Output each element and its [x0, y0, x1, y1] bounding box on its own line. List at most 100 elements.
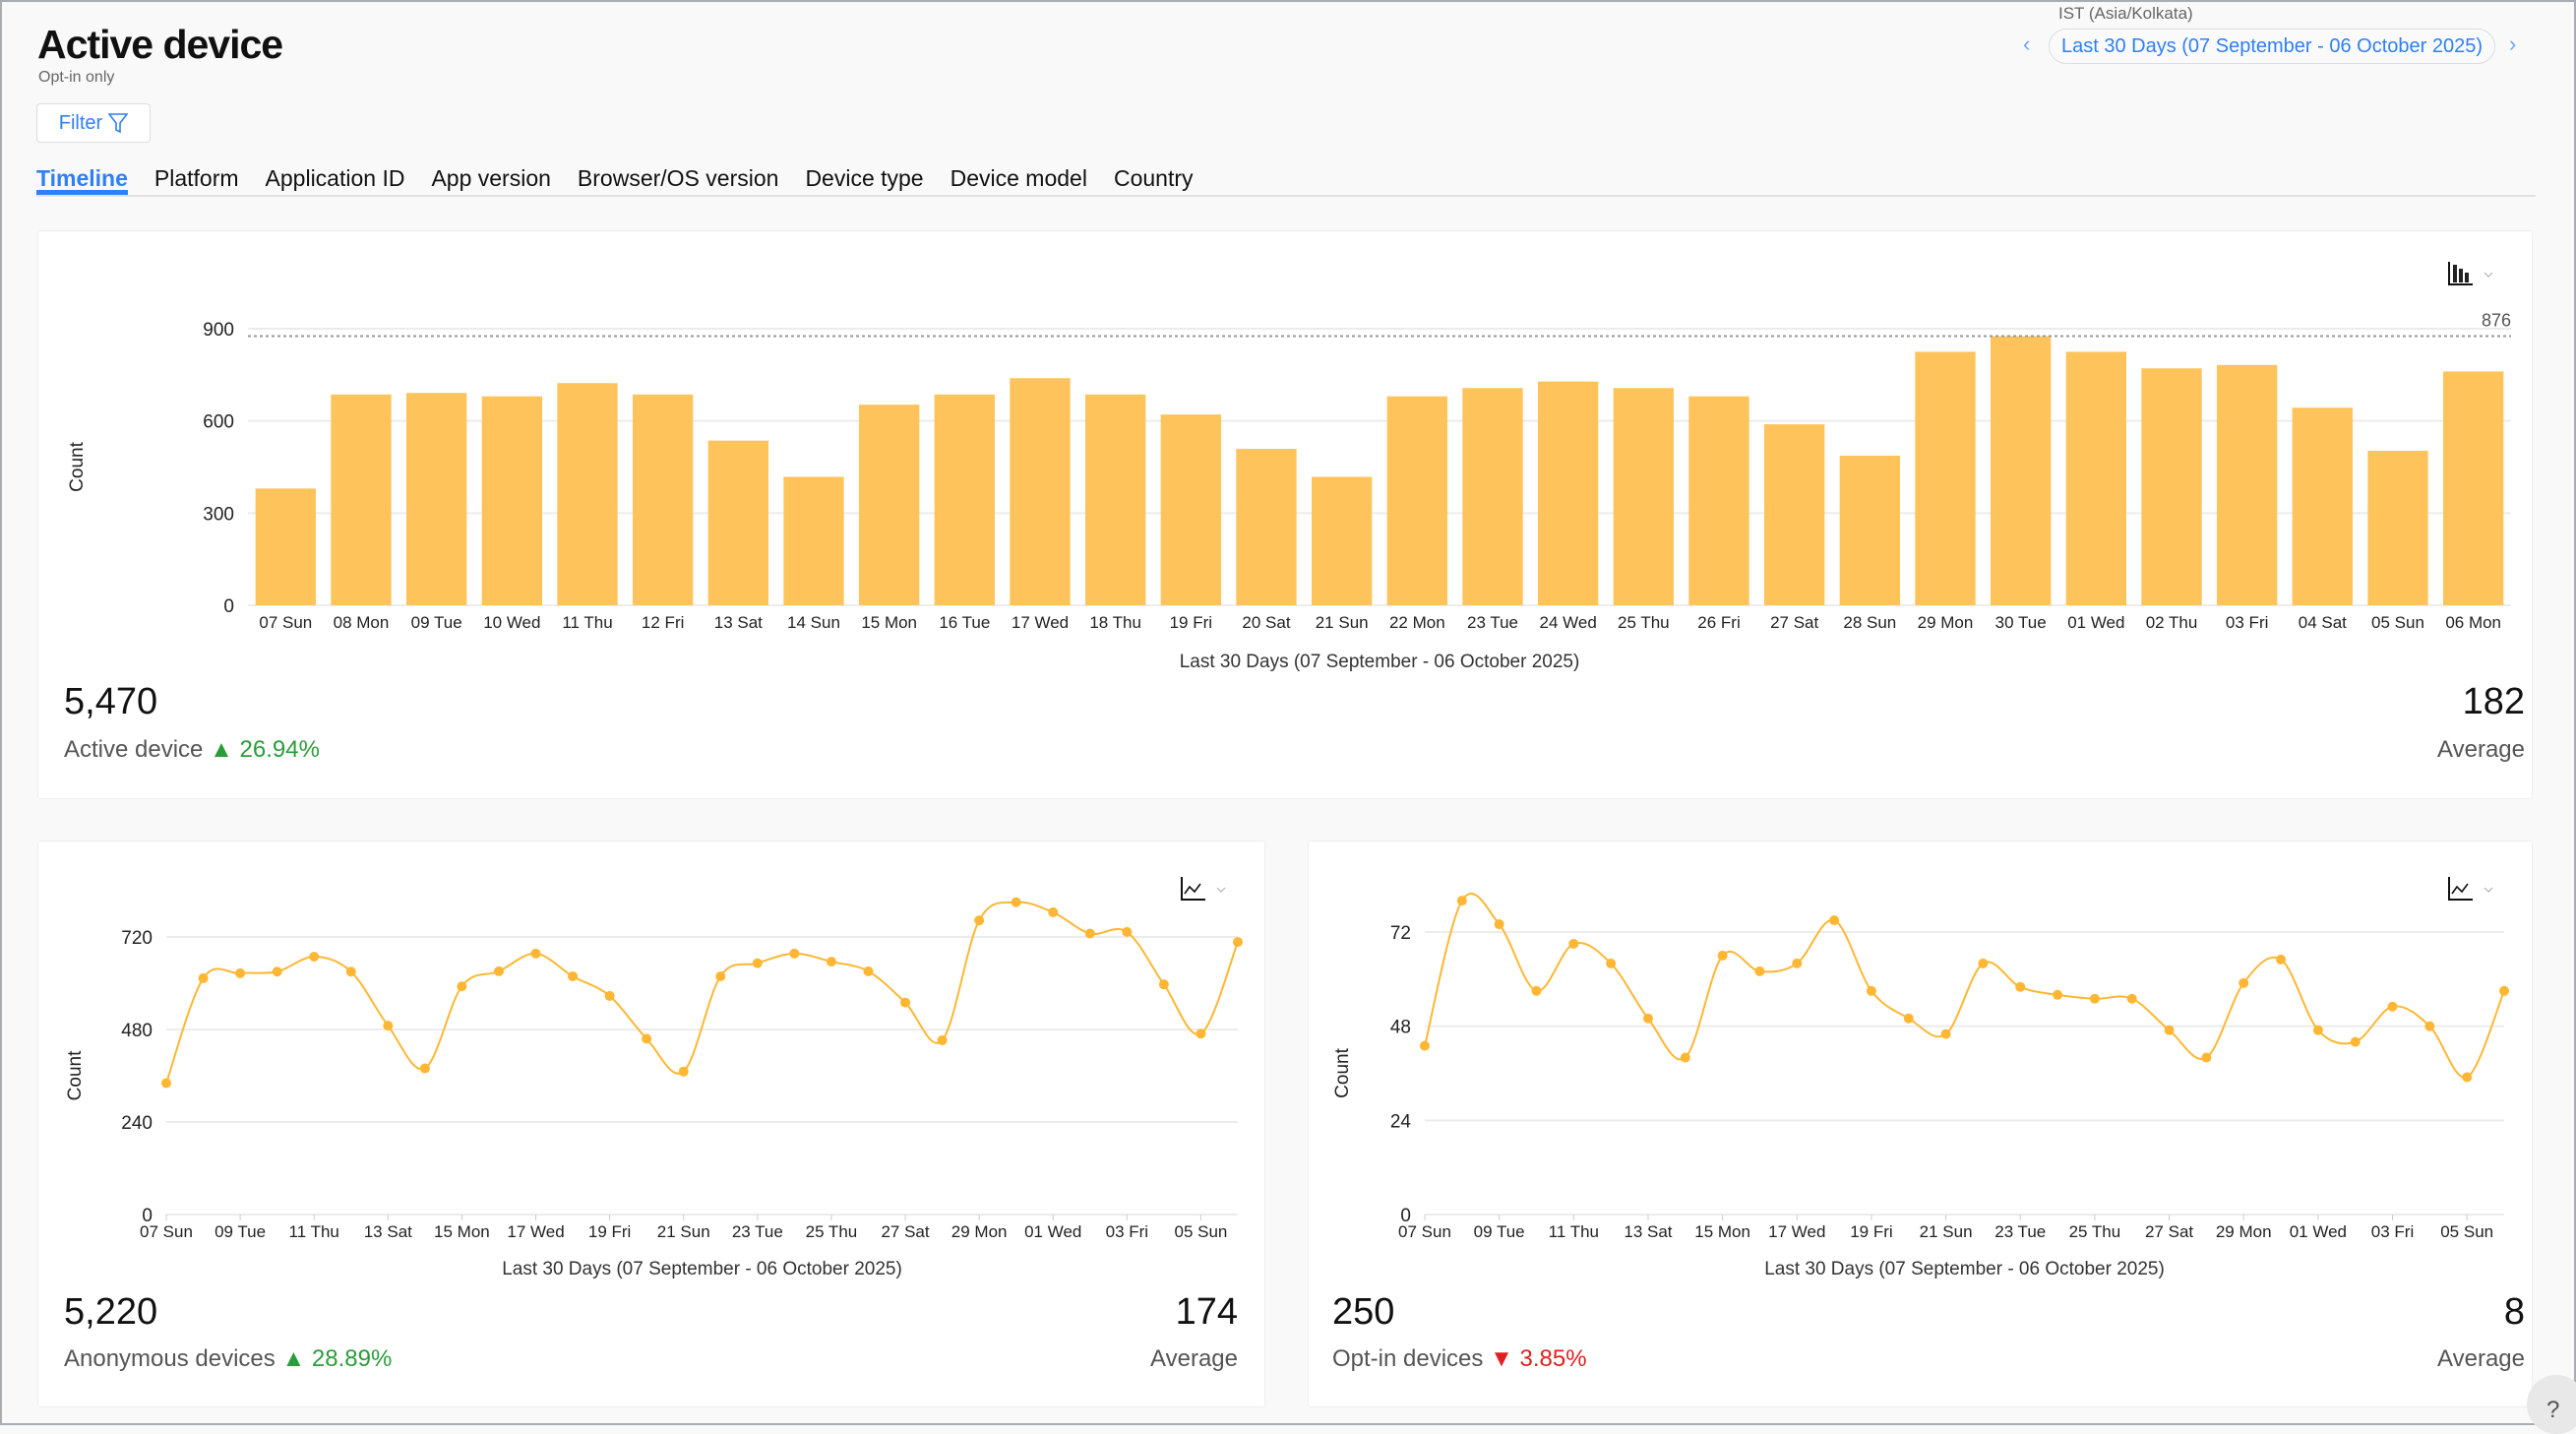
optin-change: 3.85% [1519, 1345, 1587, 1372]
bar [1613, 388, 1674, 605]
line-chart-icon[interactable] [2447, 876, 2496, 906]
data-point [2276, 954, 2287, 965]
x-tick-label: 28 Sun [1843, 613, 1896, 632]
anonymous-total: 5,220 [64, 1291, 158, 1333]
data-point [1680, 1052, 1690, 1063]
x-tick-label: 22 Mon [1389, 613, 1445, 632]
data-point [2312, 1025, 2323, 1035]
bar-chart-icon[interactable] [2447, 261, 2496, 291]
x-tick-label: 19 Fri [588, 1222, 631, 1241]
data-point [2424, 1021, 2435, 1031]
data-point [1048, 906, 1059, 917]
data-point [235, 967, 246, 978]
chevron-right-icon[interactable]: › [2509, 31, 2517, 56]
tab-bar: Timeline Platform Application ID App ver… [36, 165, 2536, 197]
data-point [1606, 958, 1617, 968]
data-point [1568, 938, 1579, 949]
data-point [1792, 958, 1803, 968]
x-tick-label: 14 Sun [787, 613, 840, 632]
anonymous-label: Anonymous devices [64, 1345, 276, 1372]
x-tick-label: 11 Thu [289, 1222, 339, 1241]
x-tick-label: 19 Fri [1850, 1222, 1892, 1241]
line-chart-icon[interactable] [1180, 876, 1229, 906]
tab-platform[interactable]: Platform [153, 165, 239, 191]
help-button[interactable]: ? [2527, 1375, 2576, 1434]
trend-up-icon: ▲ [210, 736, 233, 763]
active-device-label: Active device [64, 736, 204, 763]
bar [2065, 351, 2126, 605]
trend-up-icon: ▲ [281, 1345, 306, 1372]
x-tick-label: 16 Tue [939, 613, 990, 632]
bar [1839, 455, 1900, 605]
data-point [1233, 937, 1243, 948]
chevron-left-icon[interactable]: ‹ [2023, 31, 2031, 56]
data-point [383, 1021, 394, 1031]
optin-total: 250 [1332, 1291, 1395, 1333]
x-tick-label: 05 Sun [2440, 1222, 2493, 1241]
tab-device-type[interactable]: Device type [805, 165, 924, 191]
data-point [1011, 897, 1021, 907]
x-axis-title: Last 30 Days (07 September - 06 October … [1764, 1259, 2165, 1279]
data-point [493, 966, 504, 976]
data-point [1754, 966, 1765, 976]
active-device-average: 182 [2462, 681, 2525, 722]
y-tick-label: 240 [121, 1113, 153, 1134]
active-device-total: 5,470 [64, 681, 158, 722]
tab-device-model[interactable]: Device model [950, 165, 1087, 191]
average-label: Average [1150, 1345, 1238, 1372]
bar [406, 393, 467, 605]
data-point [2015, 981, 2026, 992]
date-range-picker[interactable]: Last 30 Days (07 September - 06 October … [2049, 29, 2495, 64]
x-tick-label: 20 Sat [1242, 613, 1290, 632]
y-tick-label: 300 [203, 504, 234, 525]
tab-country[interactable]: Country [1113, 165, 1194, 191]
x-tick-label: 05 Sun [2371, 613, 2424, 632]
y-axis-title: Count [1332, 1047, 1353, 1097]
average-label: Average [2437, 1345, 2525, 1372]
bar [1991, 336, 2052, 605]
filter-button[interactable]: Filter [36, 103, 151, 143]
average-label: Average [2437, 736, 2525, 763]
x-tick-label: 27 Sat [1770, 613, 1818, 632]
data-point [1196, 1029, 1206, 1039]
x-tick-label: 01 Wed [2067, 613, 2124, 632]
x-tick-label: 13 Sat [1624, 1222, 1672, 1241]
bar [2367, 450, 2428, 605]
trend-down-icon: ▼ [1490, 1345, 1513, 1372]
x-tick-label: 13 Sat [364, 1222, 412, 1241]
x-tick-label: 29 Mon [951, 1222, 1008, 1241]
x-tick-label: 03 Fri [1106, 1222, 1148, 1241]
tab-application-id[interactable]: Application ID [265, 165, 405, 191]
bar [783, 476, 844, 605]
x-tick-label: 17 Wed [1012, 613, 1069, 632]
data-point [1456, 896, 1467, 906]
data-point [1494, 919, 1504, 930]
data-point [457, 981, 467, 992]
data-point [1978, 958, 1989, 968]
data-point [1084, 928, 1095, 939]
tab-timeline[interactable]: Timeline [36, 165, 128, 195]
y-tick-label: 72 [1390, 923, 1411, 944]
y-tick-label: 0 [223, 596, 234, 617]
data-point [2053, 989, 2063, 1000]
tab-browser-os-version[interactable]: Browser/OS version [577, 165, 779, 191]
bar [934, 394, 995, 605]
series-line [165, 901, 1239, 1084]
bar [2141, 368, 2202, 605]
x-tick-label: 17 Wed [507, 1222, 564, 1241]
timezone-label: IST (Asia/Kolkata) [2058, 4, 2193, 23]
x-tick-label: 02 Thu [2146, 613, 2198, 632]
x-tick-label: 09 Tue [1474, 1222, 1525, 1241]
data-point [2387, 1001, 2398, 1012]
x-tick-label: 15 Mon [861, 613, 917, 632]
bar [1462, 388, 1523, 605]
bar [2217, 364, 2278, 605]
anonymous-average: 174 [1175, 1291, 1238, 1333]
tab-app-version[interactable]: App version [431, 165, 551, 191]
bar [1688, 396, 1749, 605]
data-point [2089, 993, 2100, 1004]
x-tick-label: 13 Sat [714, 613, 763, 632]
x-tick-label: 07 Sun [140, 1222, 193, 1241]
x-tick-label: 17 Wed [1768, 1222, 1825, 1241]
